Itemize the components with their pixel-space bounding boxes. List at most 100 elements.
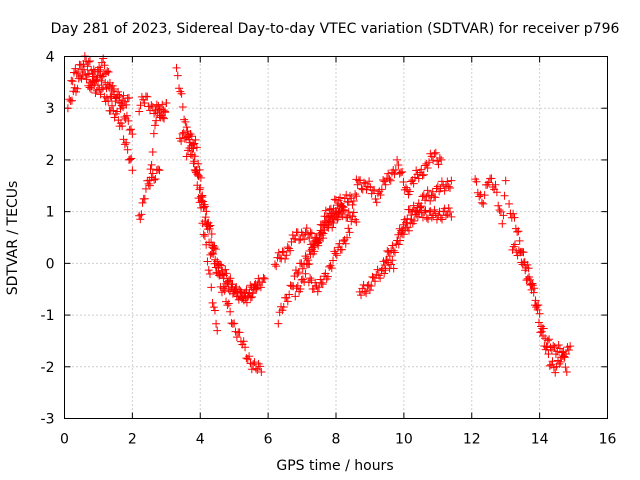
data-point [381, 266, 390, 275]
data-point [398, 230, 407, 239]
data-point [232, 333, 241, 342]
data-point [203, 257, 212, 266]
data-point [191, 135, 200, 144]
data-point [344, 224, 353, 233]
x-tick-label: 12 [463, 432, 481, 448]
data-point [298, 264, 307, 273]
data-point [210, 306, 219, 315]
data-point [104, 97, 113, 106]
data-point [207, 238, 216, 247]
data-point [245, 352, 254, 361]
data-point [318, 280, 327, 289]
data-point [514, 246, 523, 255]
data-point [294, 268, 303, 277]
data-point [440, 204, 449, 213]
data-point [278, 306, 287, 315]
data-point [421, 196, 430, 205]
data-point [234, 295, 243, 304]
data-point [202, 240, 211, 249]
data-point [357, 291, 366, 300]
data-point [173, 71, 182, 80]
data-point [226, 307, 235, 316]
data-point [154, 165, 163, 174]
data-point [310, 247, 319, 256]
data-point [398, 167, 407, 176]
data-point [208, 243, 217, 252]
data-point [491, 180, 500, 189]
data-point [401, 218, 410, 227]
data-point [300, 235, 309, 244]
data-point [480, 191, 489, 200]
data-point [443, 177, 452, 186]
data-point [189, 159, 198, 168]
data-point [148, 102, 157, 111]
data-point [537, 327, 546, 336]
data-point [99, 54, 108, 63]
data-point [373, 265, 382, 274]
data-point [230, 319, 239, 328]
data-point [342, 190, 351, 199]
data-point [274, 248, 283, 257]
data-point [185, 143, 194, 152]
data-point [337, 210, 346, 219]
data-point [438, 215, 447, 224]
data-point [521, 266, 530, 275]
data-point [495, 206, 504, 215]
data-point [534, 301, 543, 310]
data-point [380, 269, 389, 278]
data-point [123, 145, 132, 154]
data-point [437, 155, 446, 164]
data-point [523, 274, 532, 283]
data-point [561, 363, 570, 372]
data-point [283, 297, 292, 306]
data-point [440, 186, 449, 195]
data-point [539, 324, 548, 333]
data-point [393, 155, 402, 164]
data-point [72, 87, 81, 96]
data-point [348, 200, 357, 209]
x-tick-label: 0 [60, 432, 69, 448]
data-point [396, 228, 405, 237]
y-axis-label: SDTVAR / TECUs [5, 181, 21, 296]
data-point [158, 113, 167, 122]
data-point [494, 201, 503, 210]
data-point [337, 245, 346, 254]
data-point [152, 116, 161, 125]
data-point [295, 236, 304, 245]
data-point [219, 274, 228, 283]
data-point [82, 75, 91, 84]
data-point [412, 210, 421, 219]
data-point [431, 148, 440, 157]
data-point [370, 185, 379, 194]
data-point [253, 280, 262, 289]
data-point [202, 207, 211, 216]
data-point [382, 256, 391, 265]
data-point [146, 181, 155, 190]
data-point [394, 240, 403, 249]
data-point [391, 165, 400, 174]
data-point [201, 213, 210, 222]
data-point [108, 81, 117, 90]
data-point [319, 229, 328, 238]
data-point [137, 210, 146, 219]
data-point [477, 198, 486, 207]
data-point [407, 211, 416, 220]
data-point [339, 205, 348, 214]
data-point [91, 77, 100, 86]
data-point [211, 255, 220, 264]
y-tick-label: -3 [41, 412, 55, 428]
data-point [213, 259, 222, 268]
data-point [206, 270, 215, 279]
series-sat-d [135, 165, 164, 224]
data-point [556, 357, 565, 366]
data-point [177, 137, 186, 146]
data-point [203, 220, 212, 229]
data-point [435, 154, 444, 163]
data-point [209, 244, 218, 253]
data-point [260, 274, 269, 283]
x-tick-label: 10 [395, 432, 413, 448]
data-point [390, 170, 399, 179]
data-point [138, 198, 147, 207]
data-point [417, 165, 426, 174]
data-point [154, 101, 163, 110]
